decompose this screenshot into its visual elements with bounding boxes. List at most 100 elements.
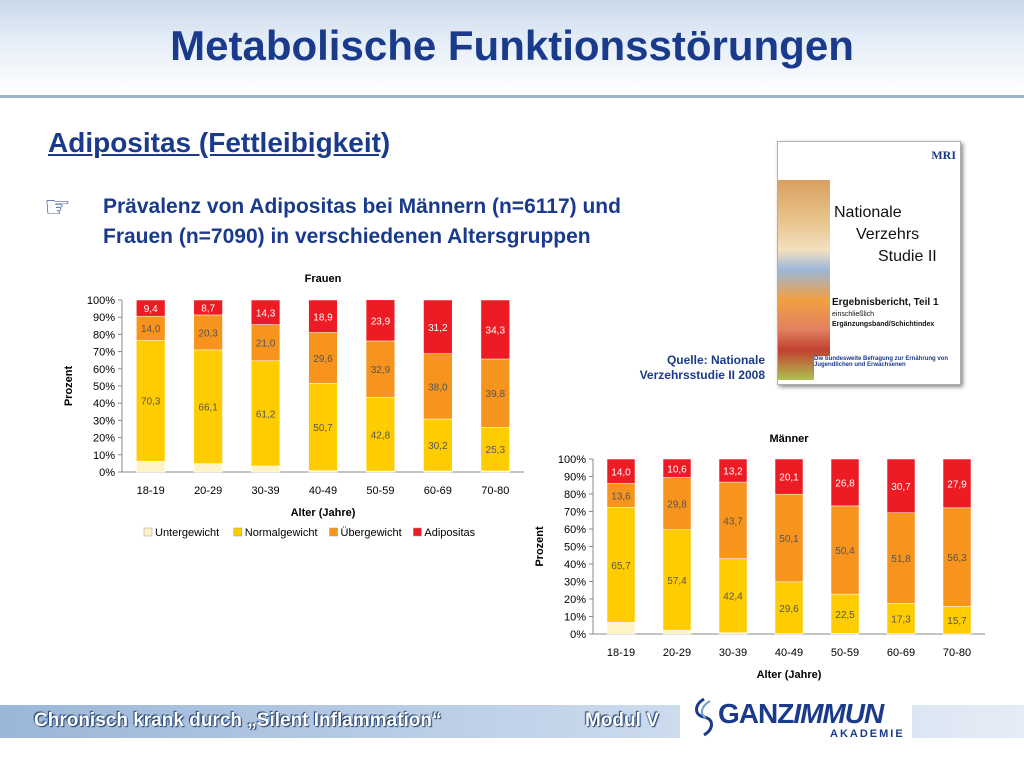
bar-segment-normalgewicht <box>718 558 748 634</box>
bar-segment-untergewicht <box>606 622 636 635</box>
bar-segment-normalgewicht <box>308 383 338 471</box>
bar-segment-übergewicht <box>193 314 223 351</box>
data-label: 9,4 <box>144 304 158 315</box>
bar-segment-adipositas <box>193 299 223 316</box>
food-photos-strip <box>778 180 830 380</box>
slide-subtitle: Adipositas (Fettleibigkeit) <box>48 127 391 158</box>
legend-swatch <box>329 527 338 537</box>
data-label: 65,7 <box>611 561 631 572</box>
cover-title-line-1: Nationale <box>834 204 902 221</box>
y-tick-label: 80% <box>564 489 586 501</box>
y-tick-label: 100% <box>558 454 586 466</box>
y-tick-label: 100% <box>87 295 115 307</box>
chart-frauen: Frauen 0% 10% 20% 30% 40% 50% 60% 70% 80% 90% 100% P… <box>63 273 524 539</box>
data-label: 29,8 <box>667 500 687 511</box>
y-tick-label: 0% <box>99 467 115 479</box>
y-tick-label: 40% <box>564 559 586 571</box>
bar-segment-untergewicht <box>193 463 223 473</box>
source-note: Quelle: Nationale Verzehrsstudie II 2008 <box>590 353 765 383</box>
x-tick-label: 20-29 <box>194 485 222 497</box>
y-tick-label: 10% <box>564 612 586 624</box>
data-label: 18,9 <box>313 312 333 323</box>
y-tick-label: 80% <box>93 329 115 341</box>
x-tick-label: 30-39 <box>252 485 280 497</box>
x-tick-label: 70-80 <box>481 485 509 497</box>
logo-part-2: IMMUN <box>793 698 884 729</box>
data-label: 30,7 <box>891 482 911 493</box>
x-tick-label: 50-59 <box>831 647 859 659</box>
bar-segment-normalgewicht <box>662 529 692 631</box>
x-tick-label: 20-29 <box>663 647 691 659</box>
bar-segment-adipositas <box>480 299 510 360</box>
data-label: 17,3 <box>891 615 911 626</box>
legend-swatch <box>413 527 422 537</box>
bar-segment-übergewicht <box>830 505 860 595</box>
data-label: 70,3 <box>141 397 161 408</box>
bar-segment-übergewicht <box>365 340 396 398</box>
y-tick-label: 60% <box>564 524 586 536</box>
ganzimmun-logo: GANZIMMUN <box>718 698 884 730</box>
x-tick-label: 70-80 <box>943 647 971 659</box>
data-label: 22,5 <box>835 610 855 621</box>
data-label: 29,6 <box>779 604 799 615</box>
bar-segment-adipositas <box>942 458 972 509</box>
x-axis-title: Alter (Jahre) <box>757 669 822 681</box>
bar-segment-übergewicht <box>662 477 692 530</box>
data-label: 57,4 <box>667 576 687 587</box>
cover-title-line-3: Studie II <box>878 248 937 265</box>
x-tick-label: 18-19 <box>607 647 635 659</box>
chart-title: Frauen <box>305 273 342 285</box>
y-tick-label: 0% <box>570 629 586 641</box>
y-tick-label: 50% <box>564 542 586 554</box>
chart-maenner: Männer 0% 10% 20% 30% 40% 50% 60% 70% 80% 90% 100% P… <box>534 433 985 681</box>
data-label: 8,7 <box>201 303 215 314</box>
bar-segment-normalgewicht <box>193 349 223 464</box>
study-cover-image: MRI Nationale Verzehrs Studie II Ergebni… <box>777 141 961 385</box>
legend-swatch <box>143 527 153 537</box>
data-label: 39,8 <box>486 389 506 400</box>
legend-label: Adipositas <box>424 527 475 539</box>
x-tick-label: 40-49 <box>309 485 337 497</box>
data-label: 66,1 <box>198 403 218 414</box>
bar-segment-normalgewicht <box>365 397 396 472</box>
x-tick-label: 18-19 <box>137 485 165 497</box>
data-label: 10,6 <box>667 464 687 475</box>
pointing-hand-icon: ☞ <box>44 191 71 224</box>
bar-segment-adipositas <box>250 299 281 325</box>
data-label: 23,9 <box>371 316 391 327</box>
data-label: 20,1 <box>779 473 799 484</box>
chart-title: Männer <box>769 433 809 445</box>
bar-segment-untergewicht <box>250 465 281 473</box>
bar-segment-adipositas <box>662 458 692 478</box>
y-tick-label: 50% <box>93 381 115 393</box>
data-label: 50,1 <box>779 534 799 545</box>
data-label: 32,9 <box>371 365 391 376</box>
source-line-1: Quelle: Nationale <box>666 353 765 367</box>
data-label: 25,3 <box>486 445 506 456</box>
x-axis-title: Alter (Jahre) <box>291 507 356 519</box>
data-label: 34,3 <box>486 325 506 336</box>
bar-segment-normalgewicht <box>830 593 860 634</box>
data-label: 15,7 <box>947 616 967 627</box>
logo-area <box>680 690 912 744</box>
data-label: 56,3 <box>947 553 967 564</box>
y-tick-label: 90% <box>93 312 115 324</box>
source-line-2: Verzehrsstudie II 2008 <box>639 368 765 382</box>
cover-header <box>782 146 954 178</box>
bar-segment-adipositas <box>136 299 166 317</box>
bar-segment-adipositas <box>886 458 916 513</box>
x-tick-label: 40-49 <box>775 647 803 659</box>
cover-report: Ergebnisbericht, Teil 1 <box>832 297 939 308</box>
data-label: 50,7 <box>313 423 333 434</box>
legend-label: Untergewicht <box>155 527 219 539</box>
bar-segment-untergewicht <box>662 629 692 635</box>
data-label: 27,9 <box>947 479 967 490</box>
y-axis-title: Prozent <box>534 526 546 567</box>
y-tick-label: 90% <box>564 472 586 484</box>
y-tick-label: 10% <box>93 450 115 462</box>
data-label: 13,6 <box>611 491 631 502</box>
y-tick-label: 30% <box>564 577 586 589</box>
legend-label: Normalgewicht <box>245 527 318 539</box>
ganzimmun-swirl-icon <box>695 697 713 737</box>
bar-segment-normalgewicht <box>480 427 510 472</box>
